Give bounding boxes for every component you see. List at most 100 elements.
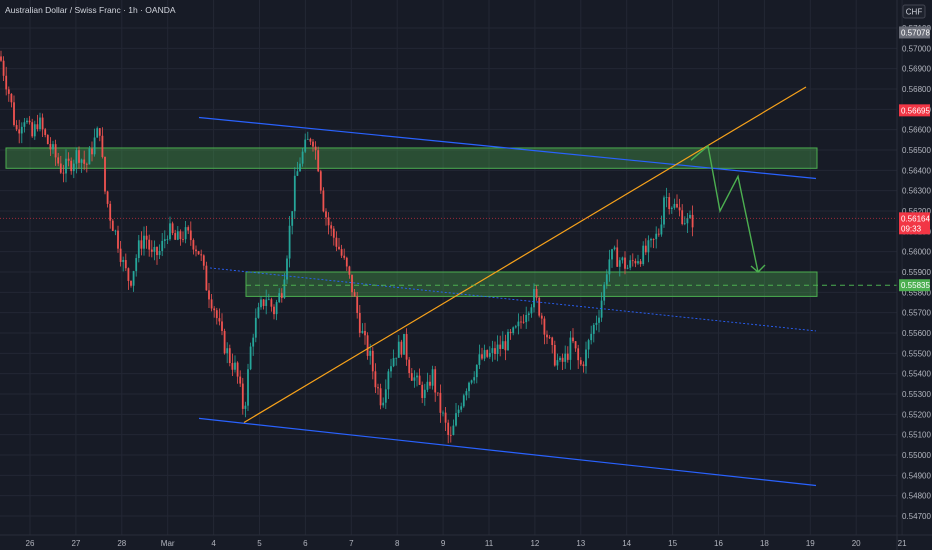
candle-body (163, 239, 166, 241)
time-tick-label: 19 (806, 539, 815, 548)
time-tick-label: Mar (161, 539, 175, 548)
candle-body (403, 334, 405, 355)
candle-body (39, 117, 41, 130)
candle-body (579, 360, 582, 365)
candle-body (317, 150, 320, 172)
trendline-ascending[interactable] (243, 86, 807, 423)
candle-body (145, 235, 148, 240)
price-tick-label: 0.55600 (902, 329, 931, 338)
candle-body (447, 422, 450, 435)
candle-body (275, 302, 278, 315)
time-tick-label: 9 (441, 539, 446, 548)
price-tag-current-label: 0.56164 (901, 214, 930, 223)
candle-body (535, 289, 538, 298)
candle-body (488, 352, 491, 357)
candle-body (338, 246, 340, 250)
candle-body (80, 159, 83, 163)
candle-body (504, 341, 507, 351)
candle-body (200, 254, 203, 256)
candle-body (140, 240, 143, 249)
candle-body (91, 148, 93, 155)
candle-body (496, 344, 499, 354)
candle-body (309, 138, 312, 142)
candle-body (176, 231, 179, 240)
candle-body (473, 377, 476, 381)
time-tick-label: 14 (622, 539, 631, 548)
candle-body (247, 369, 249, 406)
price-tag-countdown: 09:33 (901, 224, 922, 233)
candle-body (150, 249, 153, 252)
candle-body (566, 353, 569, 360)
resistance-zone[interactable] (5, 147, 818, 169)
candle-body (270, 299, 273, 307)
candle-body (652, 238, 655, 240)
trendline-channel-lower[interactable] (198, 417, 817, 487)
projection-path[interactable] (690, 144, 759, 273)
candle-body (408, 359, 411, 374)
candle-body (26, 120, 28, 123)
candle-body (192, 240, 195, 250)
candle-body (418, 375, 421, 385)
candle-body (366, 335, 369, 356)
candle-body (15, 125, 18, 130)
candle-body (431, 369, 434, 386)
candle-body (379, 388, 382, 406)
candle-body (249, 346, 252, 370)
candle-body (499, 344, 502, 349)
price-tag-level (899, 279, 930, 292)
candle-body (137, 240, 140, 259)
candle-body (460, 406, 463, 410)
time-tick-label: 26 (26, 539, 35, 548)
candle-body (325, 211, 327, 218)
support-zone[interactable] (245, 271, 818, 297)
price-tick-label: 0.56500 (902, 146, 931, 155)
currency-badge[interactable] (902, 4, 926, 19)
candle-body (587, 340, 590, 350)
candle-body (171, 223, 174, 234)
candle-body (340, 249, 343, 256)
candle-body (501, 341, 504, 349)
candle-body (387, 371, 390, 390)
candle-body (598, 317, 600, 323)
candle-body (210, 299, 213, 309)
price-tag-mid (899, 104, 930, 117)
time-tick-label: 8 (395, 539, 400, 548)
price-tick-label: 0.54700 (902, 512, 931, 521)
candle-body (533, 289, 535, 308)
candle-body (639, 261, 642, 265)
candle-body (689, 214, 691, 219)
zones (5, 147, 818, 297)
time-tick-label: 21 (898, 539, 907, 548)
candle-body (452, 425, 455, 435)
trendline-channel-upper[interactable] (198, 116, 817, 180)
candle-body (514, 326, 517, 328)
candle-body (351, 274, 353, 293)
candle-body (455, 413, 457, 426)
candle-body (543, 318, 546, 335)
candle-body (590, 333, 593, 341)
price-tick-label: 0.56900 (902, 65, 931, 74)
price-tick-label: 0.55800 (902, 288, 931, 297)
candle-body (348, 266, 351, 275)
candle-body (59, 163, 62, 173)
candle-body (345, 257, 348, 267)
candle-body (291, 211, 294, 226)
candle-body (421, 384, 424, 398)
candle-body (603, 284, 606, 301)
candle-body (416, 375, 418, 378)
candle-body (231, 363, 234, 370)
candle-body (265, 299, 268, 306)
candle-body (218, 318, 221, 322)
candle-body (124, 260, 127, 269)
candle-body (208, 290, 210, 300)
candle-body (96, 128, 99, 138)
candle-body (613, 247, 616, 250)
candle-body (179, 231, 182, 240)
candle-body (257, 307, 260, 318)
candle-body (686, 218, 689, 224)
trendline-midline[interactable] (209, 267, 817, 332)
candle-body (369, 350, 372, 356)
candle-body (618, 260, 621, 267)
